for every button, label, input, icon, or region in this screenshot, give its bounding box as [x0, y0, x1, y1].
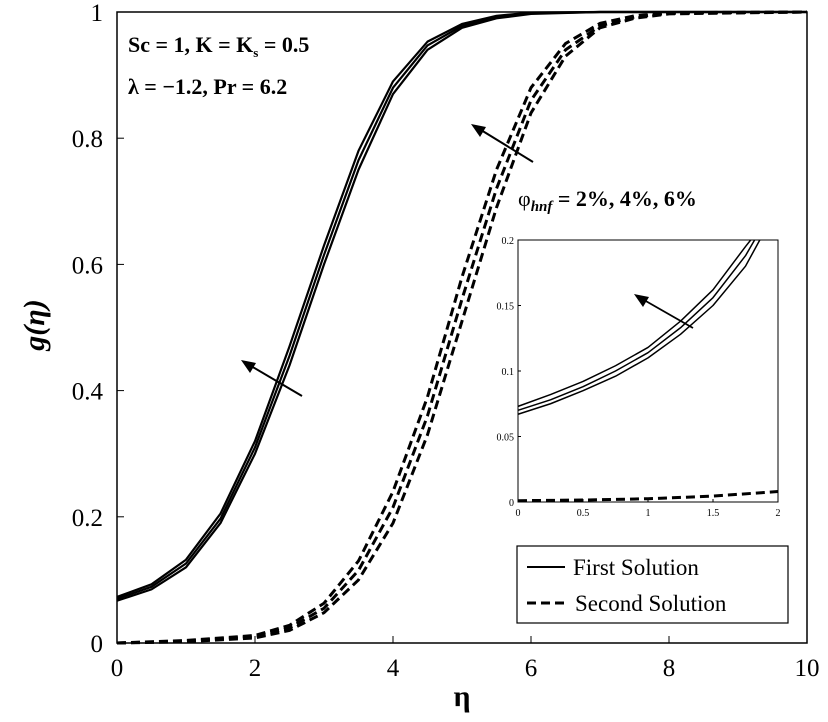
trend-arrowhead-first-solution — [241, 360, 256, 373]
legend-label-second-solution: Second Solution — [575, 591, 727, 616]
trend-arrow-first-solution — [250, 365, 303, 397]
main-series-second-solution-5 — [116, 10, 808, 645]
inset-trend-arrow — [643, 299, 694, 329]
inset-ytick-label: 0.1 — [502, 367, 515, 378]
params-annotation-line2: λ = −1.2, Pr = 6.2 — [128, 74, 287, 99]
main-series-first-solution-2 — [116, 10, 807, 598]
trend-arrowhead-second-solution — [471, 124, 486, 137]
main-x-ticks: 0 2 4 6 8 10 — [111, 636, 820, 682]
main-ytick-label: 0 — [91, 631, 104, 658]
main-series-second-solution-4 — [116, 10, 808, 645]
main-y-ticks: 0 0.2 0.4 0.6 0.8 1 — [72, 0, 124, 658]
main-xtick-label: 6 — [525, 655, 538, 682]
inset-ytick-label: 0.15 — [497, 302, 515, 313]
y-axis-label: g(η) — [18, 299, 51, 351]
inset-series-first-solution-1 — [517, 239, 756, 412]
inset-xtick-label: 1 — [646, 508, 651, 519]
inset-series-group — [517, 239, 779, 503]
inset-xtick-label: 1.5 — [707, 508, 720, 519]
legend-label-first-solution: First Solution — [573, 555, 699, 580]
main-ytick-label: 0.2 — [72, 505, 103, 532]
main-xtick-label: 4 — [387, 655, 400, 682]
main-ytick-label: 0.4 — [72, 379, 104, 406]
inset-plot-frame — [517, 239, 779, 503]
inset-ytick-label: 0.2 — [502, 236, 515, 247]
params-annotation-line1: Sc = 1, K = Ks = 0.5 — [128, 32, 309, 60]
main-series-second-solution-3 — [116, 10, 808, 645]
inset-xtick-label: 0.5 — [577, 508, 590, 519]
legend-box — [516, 545, 789, 624]
main-ytick-label: 0.8 — [72, 126, 103, 153]
main-xtick-label: 10 — [795, 655, 820, 682]
inset-trend-arrowhead — [634, 294, 649, 307]
inset-ytick-label: 0 — [509, 498, 514, 509]
main-xtick-label: 2 — [249, 655, 262, 682]
inset-xtick-label: 0 — [516, 508, 521, 519]
x-axis-label: η — [453, 680, 470, 713]
phi-annotation: φhnf = 2%, 4%, 6% — [518, 186, 697, 215]
main-ytick-label: 1 — [91, 0, 104, 27]
main-xtick-label: 0 — [111, 655, 124, 682]
main-ytick-label: 0.6 — [72, 252, 103, 279]
main-plot-frame — [116, 11, 808, 644]
trend-arrow-second-solution — [480, 129, 534, 163]
inset-series-first-solution-0 — [517, 239, 761, 415]
inset-series-first-solution-2 — [517, 239, 752, 408]
main-xtick-label: 8 — [663, 655, 676, 682]
inset-series-second-solution-3 — [517, 490, 779, 503]
inset-xtick-label: 2 — [776, 508, 781, 519]
inset-ytick-label: 0.05 — [497, 433, 515, 444]
main-series-group — [116, 10, 808, 645]
inset-y-ticks: 0 0.05 0.1 0.15 0.2 — [497, 236, 521, 509]
